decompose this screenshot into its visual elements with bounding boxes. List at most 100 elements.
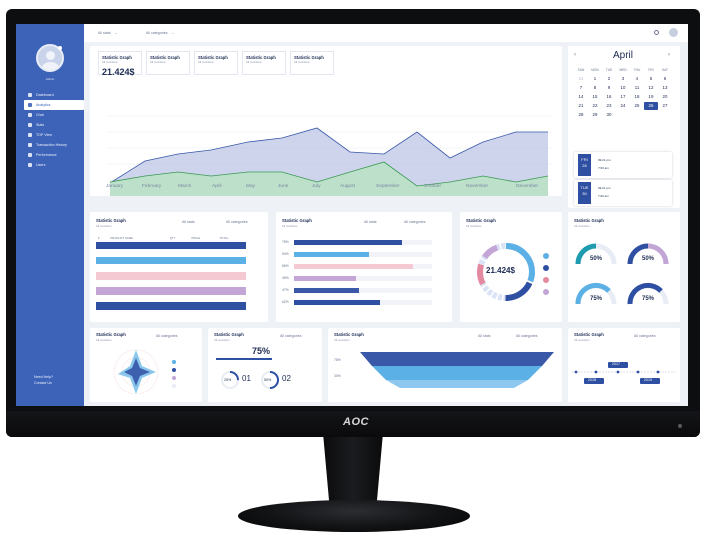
category-filter-dropdown[interactable]: All categories: [280, 334, 302, 338]
ring-percent: 25%: [224, 378, 232, 382]
kpi-card[interactable]: Statistic Graph All members 21.424$: [98, 51, 142, 77]
kpi-sub: All members: [246, 60, 262, 64]
timeline-card: Statistic Graph All members All categori…: [568, 328, 680, 402]
calendar-day[interactable]: 28: [578, 112, 584, 117]
kpi-card[interactable]: Statistic Graph All members: [242, 51, 286, 75]
dropdown-value: All stats: [478, 334, 491, 338]
category-filter-dropdown[interactable]: All categories ⌄: [146, 31, 175, 35]
calendar-day[interactable]: 8: [593, 85, 597, 90]
search-icon[interactable]: [654, 30, 659, 35]
calendar-event[interactable]: TUE 30 09:21 pm 7:00 am: [574, 180, 672, 206]
category-filter-dropdown[interactable]: All categories: [404, 220, 426, 224]
bar-label: 78%: [282, 240, 289, 244]
sidebar-item-analytics[interactable]: Analytics: [24, 100, 84, 110]
calendar-day[interactable]: 21: [578, 103, 584, 108]
calendar-day[interactable]: 13: [662, 85, 668, 90]
kpi-card[interactable]: Statistic Graph All members: [146, 51, 190, 75]
table-row[interactable]: [96, 264, 246, 272]
stats-filter-dropdown[interactable]: All stats ⌄: [98, 31, 118, 35]
calendar-day[interactable]: 10: [620, 85, 626, 90]
stats-icon: [28, 123, 32, 127]
stats-filter-dropdown[interactable]: All stats: [478, 334, 491, 338]
weekday-header: SUN: [577, 68, 585, 72]
calendar-day[interactable]: 31: [578, 76, 584, 81]
main-chart-card: Statistic Graph All members 21.424$ Statis…: [90, 46, 562, 196]
calendar-day[interactable]: 17: [620, 94, 626, 99]
table-row[interactable]: [96, 302, 246, 310]
category-filter-dropdown[interactable]: All categories: [516, 334, 538, 338]
radar-chart: [113, 349, 176, 395]
avatar[interactable]: [669, 28, 678, 37]
calendar-day[interactable]: 3: [621, 76, 625, 81]
stats-filter-dropdown[interactable]: All stats: [182, 220, 195, 224]
calendar-day[interactable]: 7: [579, 85, 583, 90]
calendar-day[interactable]: 15: [592, 94, 598, 99]
sidebar-item-users[interactable]: Users: [24, 160, 84, 170]
dropdown-value: All stats: [182, 220, 195, 224]
contact-link[interactable]: Contact Us: [34, 381, 52, 385]
sidebar-footer: Need Help? Contact Us: [34, 374, 53, 386]
calendar-day[interactable]: 11: [634, 85, 640, 90]
calendar-day[interactable]: 9: [607, 85, 611, 90]
category-filter-dropdown[interactable]: All categories: [226, 220, 248, 224]
table-row[interactable]: [96, 241, 246, 250]
sidebar-item-transaction-history[interactable]: Transaction History: [24, 140, 84, 150]
category-filter-dropdown[interactable]: All categories: [156, 334, 178, 338]
table-row[interactable]: [96, 271, 246, 280]
sidebar-item-chat[interactable]: Chat: [24, 110, 84, 120]
category-filter-dropdown[interactable]: All categories: [634, 334, 656, 338]
calendar-grid: SUN MON TUE WED THU FRI SAT 31 1 2 3 4 5 6 7 8 9 10 11 12 13…: [574, 66, 672, 119]
calendar-day[interactable]: 2: [607, 76, 611, 81]
sidebar-item-stats[interactable]: Stats: [24, 120, 84, 130]
calendar-day[interactable]: 22: [592, 103, 598, 108]
calendar-day[interactable]: 5: [649, 76, 653, 81]
stats-filter-dropdown[interactable]: All stats: [364, 220, 377, 224]
calendar-event[interactable]: FRI 26 09:21 pm 7:00 am: [574, 152, 672, 178]
chevron-left-icon[interactable]: ‹: [574, 52, 576, 58]
calendar-day[interactable]: 27: [662, 103, 668, 108]
calendar-day[interactable]: 12: [648, 85, 654, 90]
calendar-day[interactable]: 25: [634, 103, 640, 108]
sidebar-item-performance[interactable]: Performance: [24, 150, 84, 160]
calendar-day[interactable]: 26: [644, 102, 658, 110]
sidebar-item-top-view[interactable]: TOP View: [24, 130, 84, 140]
table-row[interactable]: [96, 287, 246, 295]
calendar-day[interactable]: 1: [593, 76, 597, 81]
calendar-day[interactable]: 16: [606, 94, 612, 99]
card-sub: All members: [574, 338, 590, 342]
chevron-right-icon[interactable]: ›: [668, 52, 670, 58]
calendar-day[interactable]: 23: [606, 103, 612, 108]
table-card: Statistic Graph All members All stats Al…: [90, 212, 268, 322]
table-row[interactable]: [96, 280, 246, 288]
table-row[interactable]: [96, 256, 246, 265]
kpi-sub: All members: [150, 60, 166, 64]
calendar-day: [616, 111, 630, 119]
sidebar-item-dashboard[interactable]: Dashboard: [24, 90, 84, 100]
calendar-day[interactable]: 19: [648, 94, 654, 99]
calendar-day[interactable]: 24: [620, 103, 626, 108]
table-row[interactable]: [96, 295, 246, 303]
ring-number: 01: [242, 374, 251, 383]
card-title: Statistic Graph: [282, 218, 312, 223]
calendar-day[interactable]: 6: [663, 76, 667, 81]
card-sub: All members: [334, 338, 350, 342]
avatar[interactable]: [36, 44, 64, 72]
table-row[interactable]: [96, 249, 246, 257]
ring-percent: 50%: [264, 378, 272, 382]
hbar-card: Statistic Graph All members All stats Al…: [276, 212, 452, 322]
bar-label: 47%: [282, 288, 289, 292]
donut-card: Statistic Graph All members 21.424$: [460, 212, 562, 322]
calendar-day[interactable]: 30: [606, 112, 612, 117]
calendar-day[interactable]: 14: [578, 94, 584, 99]
help-link[interactable]: Need Help?: [34, 375, 53, 379]
calendar-day[interactable]: 20: [662, 94, 668, 99]
gauge-value: 75%: [590, 296, 603, 302]
event-date: TUE 30: [578, 182, 591, 204]
calendar-day[interactable]: 29: [592, 112, 598, 117]
card-sub: All members: [214, 338, 230, 342]
calendar-day[interactable]: 4: [635, 76, 639, 81]
calendar-day[interactable]: 18: [634, 94, 640, 99]
power-button[interactable]: [678, 424, 682, 428]
kpi-card[interactable]: Statistic Graph All members: [290, 51, 334, 75]
kpi-card[interactable]: Statistic Graph All members: [194, 51, 238, 75]
